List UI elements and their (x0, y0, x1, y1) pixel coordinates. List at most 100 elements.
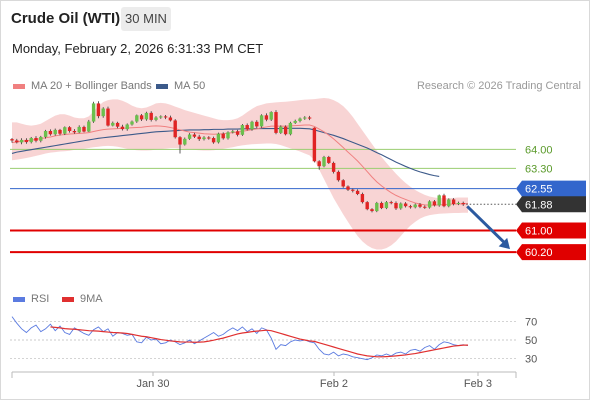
candle-body (442, 195, 446, 207)
level-label-60.20: 60.20 (525, 247, 553, 259)
candle-body (139, 115, 144, 120)
forecast-arrow-shaft (466, 205, 508, 246)
candle-body (154, 117, 158, 120)
candle-body (375, 202, 379, 212)
candle-body (307, 117, 312, 119)
candle-body (447, 199, 451, 207)
ma50-swatch (156, 83, 168, 89)
candle-body (274, 112, 278, 133)
candle-body (72, 131, 77, 133)
bollinger-swatch (13, 83, 25, 89)
candle-body (58, 129, 62, 134)
candle-body (15, 140, 19, 143)
candle-body (355, 190, 360, 195)
candle-body (10, 139, 14, 141)
candle-body (226, 132, 230, 139)
candle-body (255, 121, 259, 127)
candle-body (101, 108, 105, 117)
rsi-tick-30: 30 (525, 354, 537, 366)
candle-body (432, 201, 437, 206)
candle-body (192, 134, 197, 137)
candle-body (87, 121, 91, 132)
candle-body (144, 112, 149, 120)
candle-body (298, 118, 302, 121)
candle-body (187, 134, 192, 139)
forecast-arrow-head (498, 237, 510, 250)
candle-body (283, 126, 288, 135)
candle-body (211, 138, 216, 143)
candle-body (389, 202, 393, 204)
rsi-series-rsi (11, 316, 469, 361)
candle-body (197, 136, 201, 140)
rsi-tick-50: 50 (525, 335, 537, 347)
candle-body (135, 115, 139, 122)
candle-body (250, 121, 254, 130)
candle-body (322, 156, 326, 167)
candle-body (106, 108, 110, 126)
rsi-swatch (13, 296, 25, 302)
candle-body (259, 115, 264, 127)
candle-body (403, 203, 408, 207)
candle-body (173, 120, 177, 138)
candle-body (331, 162, 336, 172)
level-tag-61.00 (516, 222, 586, 239)
candle-body (365, 202, 369, 210)
candle-body (202, 137, 206, 140)
level-label-61.00: 61.00 (525, 226, 553, 238)
legend-9ma: 9MA (62, 293, 103, 305)
level-label-62.55: 62.55 (525, 184, 553, 196)
candle-body (235, 131, 240, 135)
candle-body (408, 206, 413, 208)
rsi-tick-70: 70 (525, 316, 537, 328)
legend-ma50: MA 50 (156, 80, 205, 92)
candle-body (360, 194, 365, 203)
candle-body (178, 137, 182, 145)
candle-body (130, 121, 134, 125)
candle-body (451, 199, 456, 205)
candle-body (34, 138, 38, 141)
ma50-line (11, 127, 440, 177)
candle-body (303, 117, 307, 119)
candle-body (149, 112, 153, 120)
timeframe-button[interactable]: 30 MIN (121, 7, 171, 31)
candle-body (163, 116, 168, 118)
bollinger-band (12, 98, 468, 250)
legend-rsi-label: RSI (31, 293, 50, 305)
candle-body (48, 131, 53, 135)
current-price-label: 61.88 (525, 199, 553, 211)
legend-rsi: RSI (13, 293, 49, 305)
research-credit: Research © 2026 Trading Central (416, 80, 581, 92)
candle-body (279, 126, 283, 133)
candle-body (216, 133, 221, 143)
candle-body (351, 189, 355, 191)
candle-body (427, 201, 432, 208)
candle-body (423, 206, 427, 208)
legend-bollinger: MA 20 + Bollinger Bands (13, 80, 152, 92)
candle-body (77, 126, 81, 133)
candle-body (341, 180, 345, 187)
candle-body (19, 139, 24, 143)
candle-body (394, 202, 398, 209)
candle-body (370, 209, 374, 212)
legend-bollinger-label: MA 20 + Bollinger Bands (31, 80, 152, 92)
x-tick-label: Feb 2 (320, 378, 348, 390)
timestamp: Monday, February 2, 2026 6:31:33 PM CET (12, 41, 264, 56)
candle-body (120, 126, 125, 130)
candle-body (221, 133, 225, 139)
candle-body (399, 203, 403, 209)
candle-body (231, 131, 235, 133)
candle-body (437, 195, 441, 206)
level-label-64.00: 64.00 (525, 144, 553, 156)
candle-body (418, 204, 422, 207)
candle-body (29, 138, 33, 143)
candle-body (159, 116, 163, 118)
level-label-63.30: 63.30 (525, 163, 553, 175)
level-tag-62.55 (516, 180, 586, 197)
candle-body (245, 125, 249, 130)
candle-body (43, 131, 48, 137)
candle-body (207, 137, 211, 139)
candle-body (24, 139, 29, 143)
ma9-swatch (62, 296, 74, 302)
candle-body (293, 120, 297, 123)
